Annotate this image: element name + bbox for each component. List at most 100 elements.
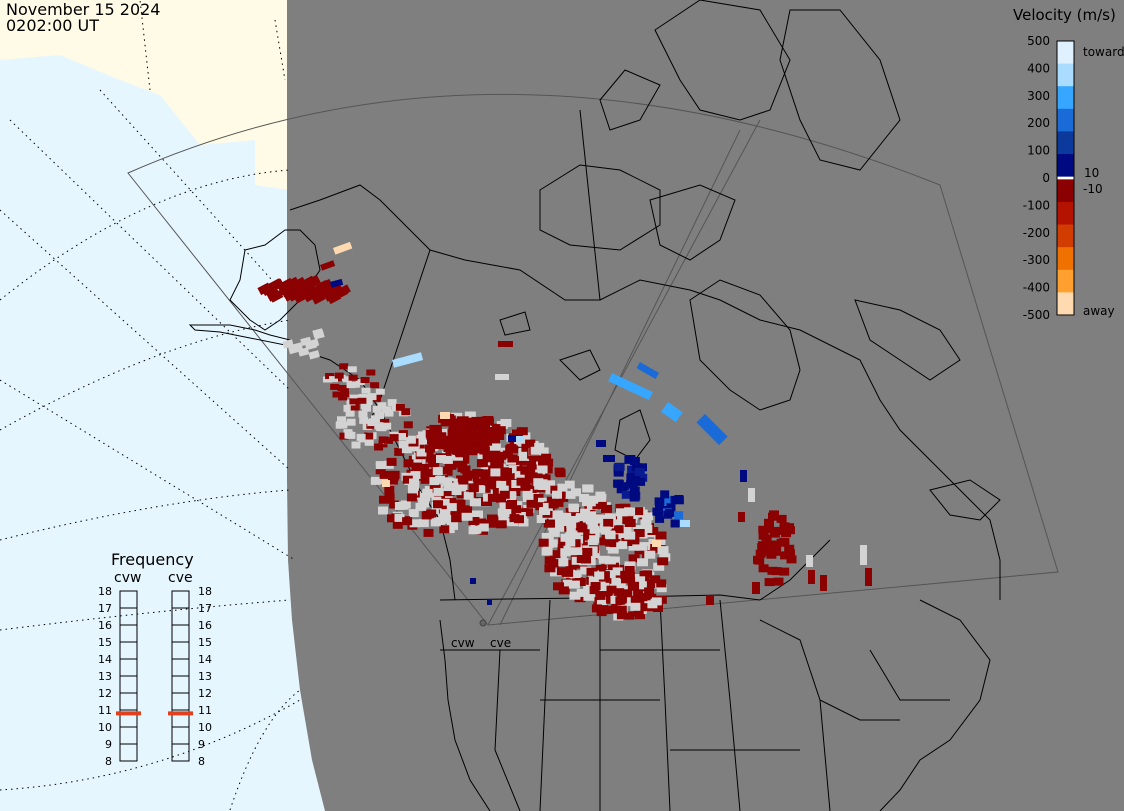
velocity-cell: [495, 447, 507, 456]
velocity-cell: [624, 566, 635, 574]
velocity-cell: [538, 538, 549, 547]
frequency-title: Frequency: [111, 550, 194, 569]
colorbar-tick-label: -100: [1023, 198, 1050, 212]
velocity-cell: [477, 523, 489, 532]
velocity-cell: [657, 557, 669, 566]
velocity-cell: [431, 433, 444, 442]
velocity-cell: [516, 477, 527, 486]
velocity-cell: [370, 476, 381, 485]
velocity-cell: [633, 589, 644, 598]
velocity-cell: [408, 487, 418, 496]
velocity-cell: [637, 558, 648, 567]
velocity-cell: [403, 421, 413, 429]
velocity-cell: [603, 455, 615, 462]
velocity-cell: [489, 427, 502, 436]
velocity-cell: [430, 518, 441, 527]
graticule: [0, 0, 301, 811]
velocity-cell: [482, 453, 494, 462]
velocity-cell: [629, 486, 640, 495]
velocity-cell: [361, 387, 371, 394]
velocity-cell: [507, 475, 519, 484]
velocity-cell: [629, 474, 640, 483]
velocity-cell: [616, 605, 627, 614]
velocity-cell: [532, 472, 543, 481]
velocity-cell: [595, 499, 607, 508]
velocity-cell: [356, 433, 366, 441]
velocity-cell: [533, 478, 544, 487]
velocity-cell: [338, 394, 348, 401]
frequency-radar-cvw: cvw: [114, 570, 141, 586]
velocity-cell: [478, 424, 490, 433]
velocity-cell: [344, 431, 354, 439]
velocity-cell: [581, 555, 591, 564]
velocity-cell: [304, 340, 317, 350]
velocity-cells: [257, 241, 872, 621]
velocity-cell: [293, 290, 308, 304]
velocity-cell: [372, 405, 382, 413]
velocity-cell: [565, 538, 576, 547]
velocity-cell: [766, 550, 777, 559]
velocity-cell: [754, 556, 765, 565]
velocity-cell: [301, 283, 317, 297]
velocity-cell: [511, 480, 522, 488]
velocity-cell: [297, 347, 310, 357]
velocity-cell: [330, 383, 340, 390]
frequency-marker-cvw: [116, 711, 141, 716]
velocity-cell: [418, 463, 429, 472]
velocity-cell: [588, 576, 599, 585]
velocity-cell: [388, 472, 399, 481]
velocity-cell: [506, 444, 517, 452]
velocity-cell: [431, 492, 442, 501]
velocity-cell: [525, 468, 536, 477]
velocity-cell: [604, 513, 616, 522]
velocity-cell: [639, 571, 650, 580]
velocity-cell: [377, 402, 387, 410]
velocity-cell: [608, 562, 619, 571]
velocity-cell: [604, 556, 616, 565]
velocity-cell: [487, 493, 498, 502]
velocity-cell: [537, 465, 548, 474]
colorbar-swatch: [1057, 154, 1074, 178]
velocity-cell: [401, 445, 412, 454]
velocity-cell: [375, 466, 386, 475]
velocity-cell: [360, 402, 370, 410]
velocity-cell: [447, 521, 458, 530]
velocity-cell: [558, 558, 569, 567]
velocity-cell: [508, 435, 518, 442]
velocity-cell: [337, 416, 346, 424]
velocity-cell: [451, 514, 463, 523]
velocity-cell: [468, 430, 481, 439]
velocity-cell: [443, 444, 456, 452]
velocity-cell: [647, 527, 659, 535]
velocity-cell: [375, 411, 384, 419]
velocity-cell: [389, 434, 399, 442]
velocity-cell: [472, 510, 483, 519]
velocity-cell: [634, 468, 645, 476]
velocity-cell: [505, 480, 517, 489]
velocity-cell: [616, 611, 627, 620]
frequency-scale-label: 13: [198, 670, 212, 683]
velocity-cell: [605, 570, 616, 579]
velocity-cell: [613, 479, 624, 488]
velocity-cell: [524, 475, 535, 484]
velocity-cell: [549, 550, 561, 559]
velocity-cell: [349, 398, 359, 405]
velocity-cell: [625, 455, 636, 463]
velocity-cell: [394, 513, 405, 522]
velocity-cell: [502, 450, 513, 459]
velocity-cell: [409, 478, 419, 487]
colorbar-swatches: [1057, 41, 1074, 316]
velocity-cell: [398, 440, 409, 449]
velocity-cell: [474, 445, 487, 454]
velocity-cell: [358, 394, 368, 400]
velocity-cell: [337, 385, 347, 391]
colorbar-tick-label: -400: [1023, 281, 1050, 295]
colorbar-tick-label: -500: [1023, 308, 1050, 322]
colorbar-swatch: [1057, 224, 1074, 248]
radar-site-marker: [479, 619, 487, 627]
velocity-cell: [526, 499, 537, 508]
velocity-cell: [324, 288, 340, 302]
velocity-cell: [522, 489, 533, 498]
velocity-cell: [496, 480, 507, 489]
velocity-cell: [860, 545, 867, 565]
